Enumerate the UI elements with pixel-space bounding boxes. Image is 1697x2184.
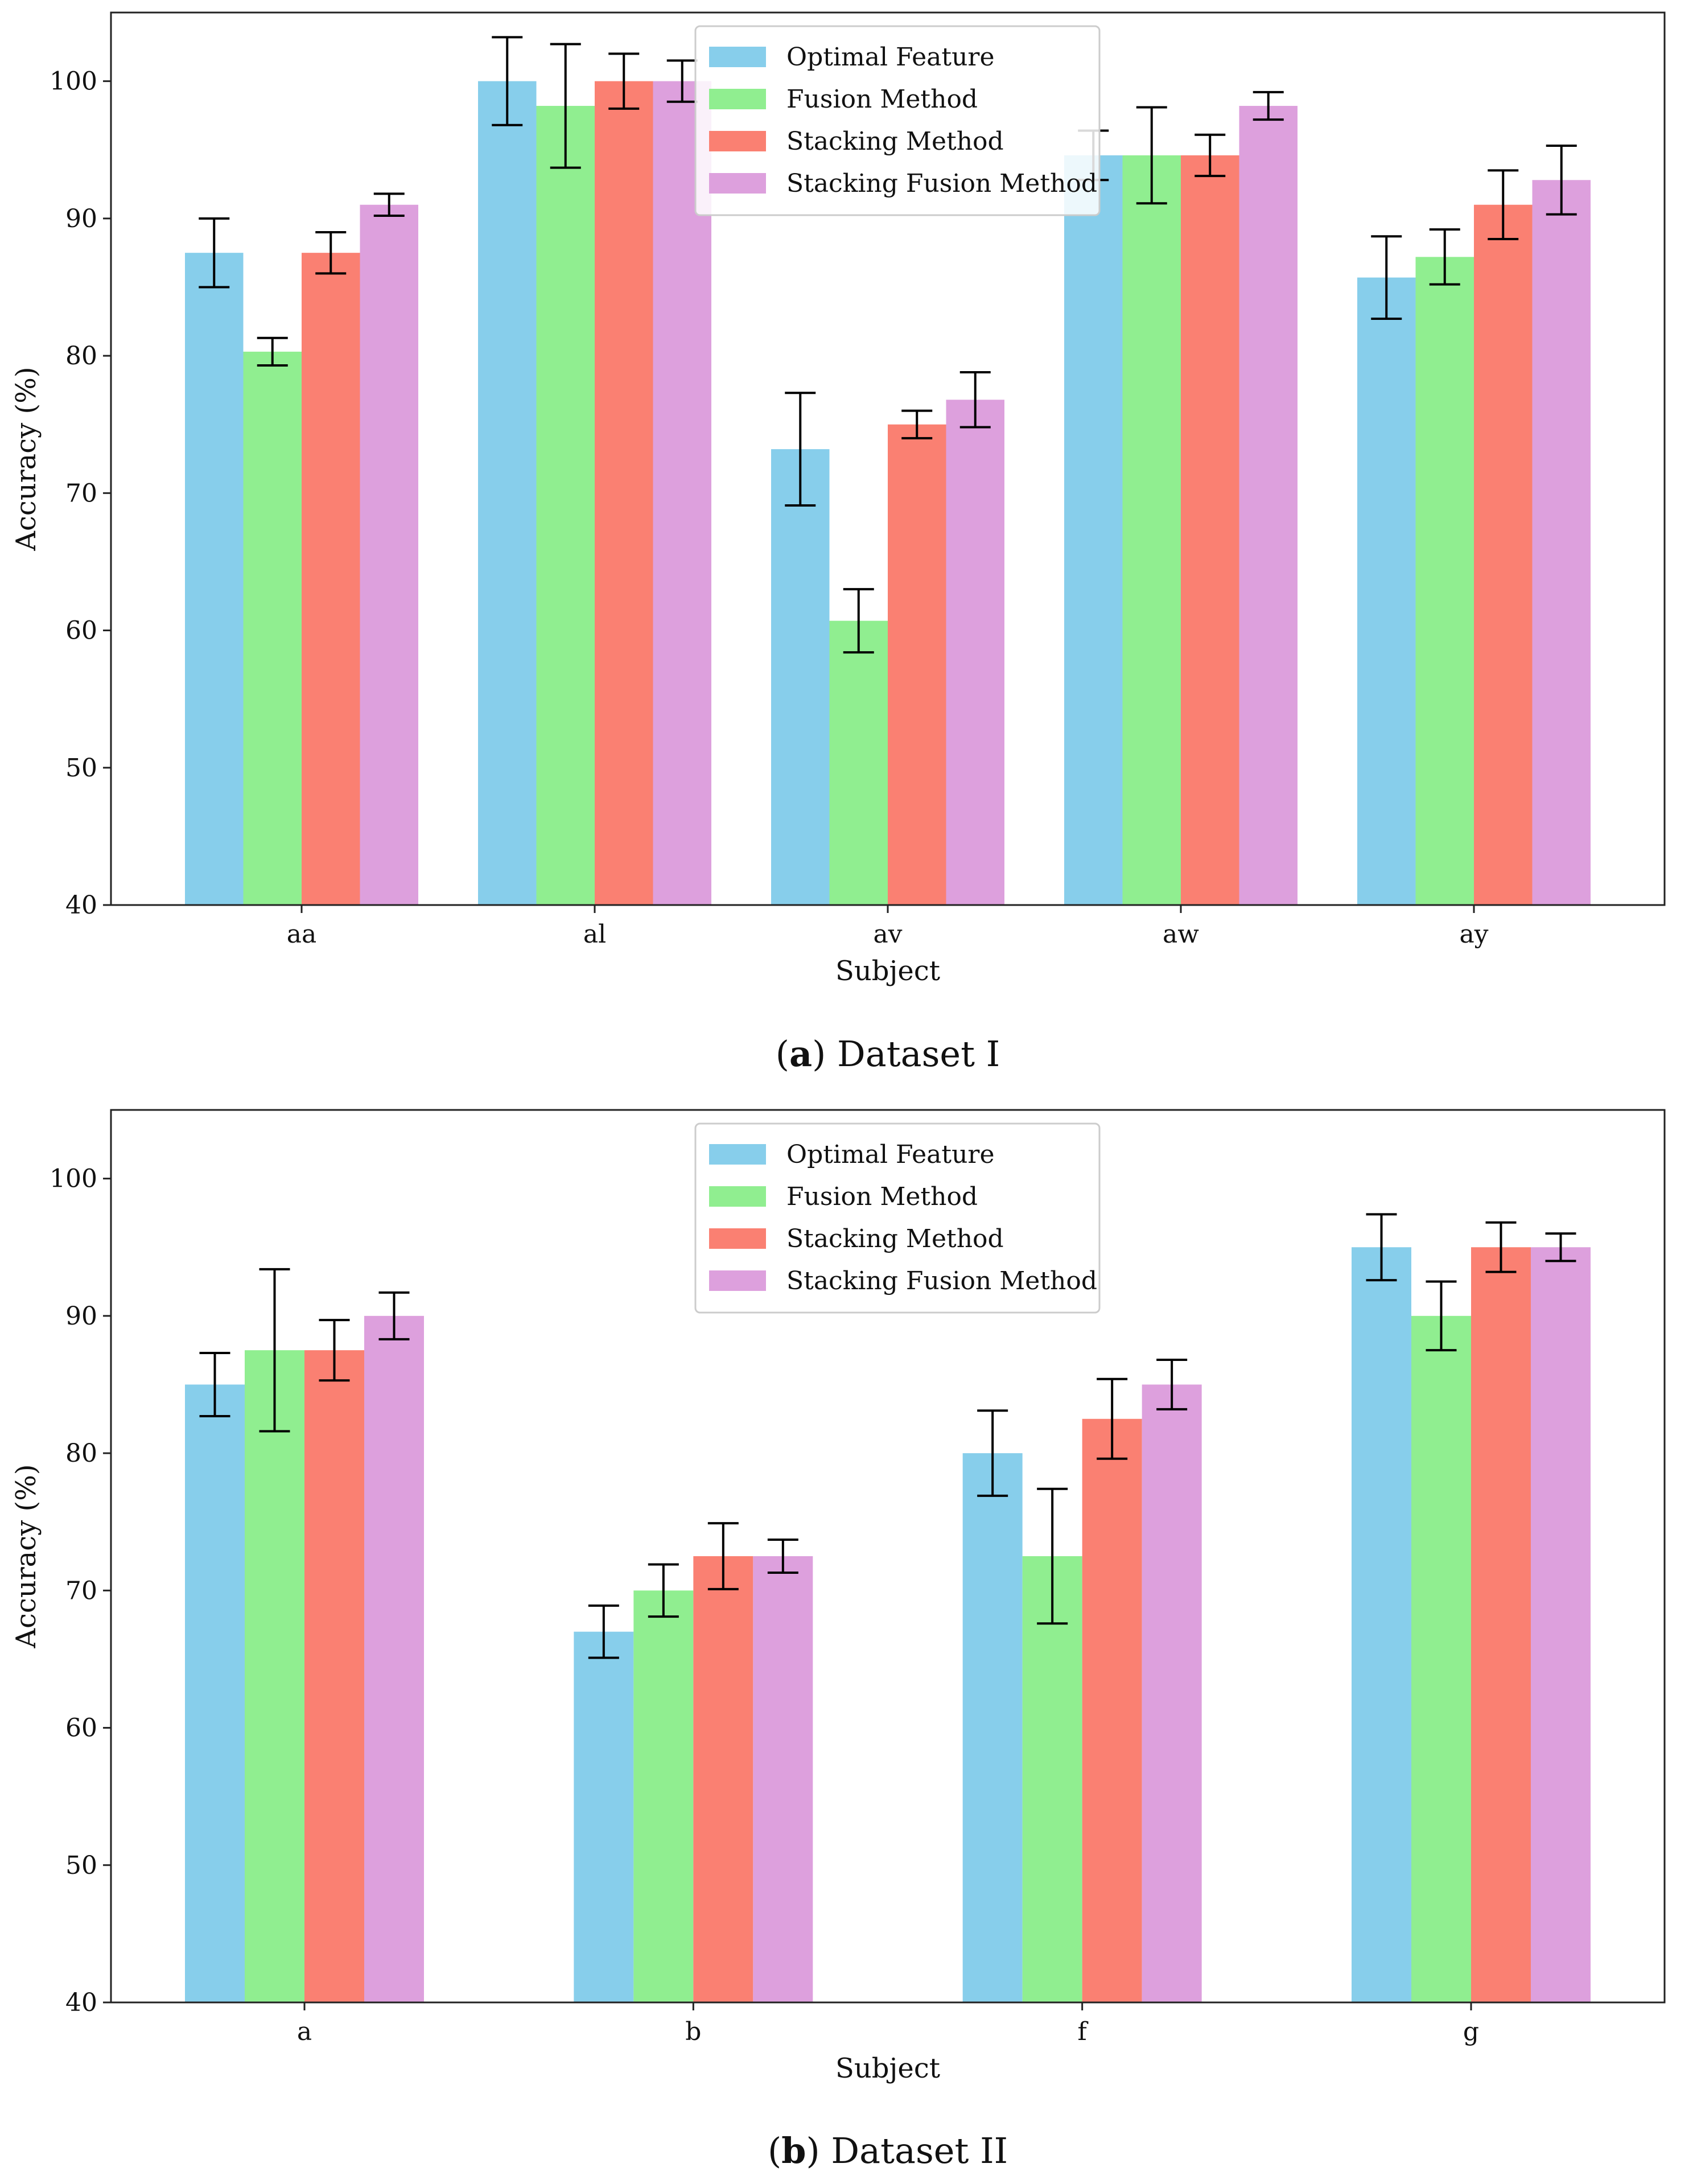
- caption-part: ) Dataset I: [812, 1033, 1000, 1075]
- bar-g-fusion-method: [1411, 1315, 1471, 2002]
- legend-label: Fusion Method: [786, 85, 978, 114]
- bar-b-stacking-method: [693, 1556, 753, 2002]
- bar-av-fusion-method: [829, 620, 888, 905]
- bar-ay-fusion-method: [1415, 257, 1474, 906]
- bar-b-optimal-feature: [574, 1631, 634, 2002]
- caption-part: a: [789, 1033, 812, 1075]
- y-tick-label: 90: [65, 1302, 97, 1331]
- y-tick-label: 80: [65, 1439, 97, 1468]
- legend-swatch-optimal-feature: [709, 47, 766, 67]
- y-tick-label: 100: [50, 67, 97, 96]
- y-tick-label: 100: [50, 1165, 97, 1194]
- bar-ay-stacking-method: [1474, 204, 1533, 905]
- chart-panel-b: 40 50 60 70 80 90 100 a b f g Subject Accuracy (%) Op…: [10, 1109, 1666, 2171]
- bar-aw-stacking-fusion-method: [1239, 106, 1298, 906]
- bar-aw-optimal-feature: [1064, 155, 1123, 905]
- figure-caption-b: (b) Dataset II: [768, 2130, 1008, 2171]
- bar-al-fusion-method: [536, 106, 595, 906]
- x-tick-label-aa: aa: [287, 920, 316, 949]
- caption-part: (: [776, 1033, 789, 1075]
- bar-al-stacking-method: [595, 81, 653, 906]
- y-tick-label: 60: [65, 616, 97, 645]
- caption-part: ) Dataset II: [806, 2130, 1008, 2171]
- x-tick-label-b: b: [685, 2017, 701, 2046]
- bar-aa-stacking-fusion-method: [360, 204, 418, 905]
- bar-aa-stacking-method: [302, 253, 360, 906]
- bar-aw-fusion-method: [1122, 155, 1181, 905]
- y-tick-label: 90: [65, 204, 97, 233]
- y-tick-label: 70: [65, 479, 97, 508]
- legend-swatch-optimal-feature: [709, 1144, 766, 1165]
- y-axis-title: Accuracy (%): [10, 1464, 42, 1648]
- legend-swatch-stacking-method: [709, 131, 766, 151]
- x-tick-label-al: al: [583, 920, 606, 949]
- bar-av-stacking-fusion-method: [946, 400, 1004, 905]
- y-tick-label: 60: [65, 1714, 97, 1743]
- legend-box: [694, 1122, 1101, 1314]
- bar-f-fusion-method: [1022, 1556, 1082, 2002]
- bar-ay-optimal-feature: [1357, 277, 1416, 905]
- y-tick-label: 70: [65, 1576, 97, 1605]
- bar-f-optimal-feature: [962, 1453, 1023, 2002]
- bar-aa-fusion-method: [243, 351, 302, 905]
- x-tick-label-ay: ay: [1459, 920, 1488, 949]
- bar-av-optimal-feature: [771, 449, 830, 905]
- bar-al-stacking-fusion-method: [653, 81, 711, 906]
- bar-a-fusion-method: [245, 1350, 304, 2002]
- bar-g-optimal-feature: [1352, 1247, 1411, 2002]
- x-tick-label-f: f: [1078, 2017, 1089, 2046]
- y-tick-label: 80: [65, 342, 97, 371]
- legend-label: Stacking Method: [786, 127, 1004, 156]
- y-tick-label: 40: [65, 891, 97, 920]
- y-axis-title: Accuracy (%): [10, 367, 42, 551]
- x-axis-title: Subject: [835, 2053, 940, 2084]
- bar-a-stacking-method: [304, 1350, 364, 2002]
- bar-ay-stacking-fusion-method: [1532, 180, 1591, 906]
- legend-swatch-stacking-fusion-method: [709, 1270, 766, 1291]
- y-tick-label: 50: [65, 754, 97, 783]
- x-tick-label-aw: aw: [1163, 920, 1199, 949]
- legend-label: Optimal Feature: [786, 1140, 995, 1169]
- legend-swatch-stacking-fusion-method: [709, 173, 766, 194]
- figure-caption-a: (a) Dataset I: [776, 1033, 1000, 1075]
- bar-b-stacking-fusion-method: [753, 1556, 813, 2002]
- bar-av-stacking-method: [888, 424, 946, 905]
- legend-label: Optimal Feature: [786, 43, 995, 72]
- bar-g-stacking-fusion-method: [1531, 1247, 1591, 2002]
- legend-swatch-fusion-method: [709, 89, 766, 109]
- bar-a-stacking-fusion-method: [364, 1315, 424, 2002]
- legend-label: Stacking Fusion Method: [786, 169, 1097, 198]
- x-tick-label-a: a: [297, 2017, 312, 2046]
- legend-label: Fusion Method: [786, 1182, 978, 1211]
- bar-g-stacking-method: [1471, 1247, 1531, 2002]
- legend-swatch-fusion-method: [709, 1186, 766, 1207]
- bar-aa-optimal-feature: [185, 253, 244, 906]
- legend-swatch-stacking-method: [709, 1228, 766, 1249]
- bar-f-stacking-method: [1082, 1418, 1142, 2002]
- legend-box: [694, 25, 1101, 216]
- chart-panel-a: 40 50 60 70 80 90 100 aa al av aw ay Subject Accuracy…: [10, 11, 1666, 1075]
- y-tick-label: 50: [65, 1851, 97, 1880]
- y-tick-label: 40: [65, 1988, 97, 2017]
- caption-part: (: [768, 2130, 781, 2171]
- bar-al-optimal-feature: [478, 81, 537, 906]
- bar-a-optimal-feature: [185, 1384, 245, 2002]
- bar-b-fusion-method: [633, 1590, 694, 2002]
- legend-label: Stacking Fusion Method: [786, 1266, 1097, 1295]
- x-axis-title: Subject: [835, 955, 940, 987]
- plot-frame: [110, 1109, 1666, 2004]
- bar-f-stacking-fusion-method: [1142, 1384, 1202, 2002]
- x-tick-label-av: av: [873, 920, 902, 949]
- legend-label: Stacking Method: [786, 1224, 1004, 1253]
- caption-part: b: [781, 2130, 806, 2171]
- x-tick-label-g: g: [1463, 2017, 1479, 2046]
- bar-aw-stacking-method: [1181, 155, 1239, 905]
